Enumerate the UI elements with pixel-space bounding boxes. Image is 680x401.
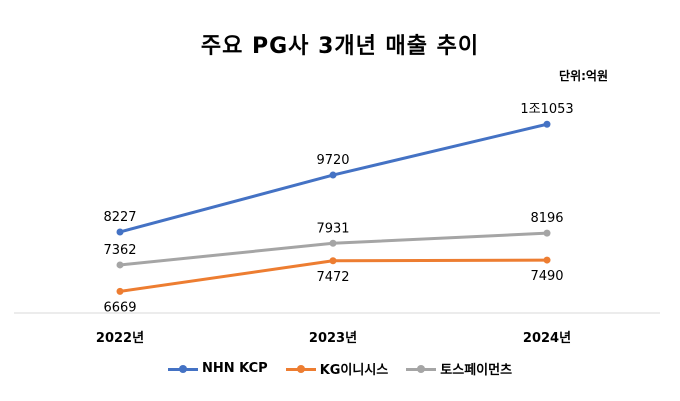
data-point-nhn-kcp	[543, 120, 551, 128]
data-label-nhn-kcp: 9720	[316, 153, 349, 168]
data-label-toss-payments: 7931	[316, 221, 349, 236]
legend-label-toss-payments: 토스페이먼츠	[440, 363, 513, 378]
legend-item-toss-payments: 토스페이먼츠	[406, 359, 512, 378]
legend-swatch-nhn-kcp	[167, 363, 198, 375]
plot-area: 2022년 2023년 2024년 8227 9720 1조1053 6669 7472 749…	[96, 102, 574, 346]
data-label-kg-inicis: 6669	[103, 300, 136, 315]
data-point-kg-inicis	[329, 257, 337, 265]
data-point-kg-inicis	[543, 256, 551, 264]
data-point-toss-payments	[116, 261, 124, 269]
x-tick-label: 2023년	[309, 331, 357, 346]
data-point-toss-payments	[329, 239, 337, 247]
data-label-toss-payments: 8196	[530, 211, 563, 226]
legend-item-kg-inicis: KG이니시스	[285, 359, 389, 378]
legend-swatch-kg-inicis	[285, 363, 316, 375]
data-label-kg-inicis: 7472	[316, 270, 349, 285]
legend-swatch-toss-payments	[406, 363, 437, 375]
legend-label-kg-inicis: KG이니시스	[319, 363, 389, 378]
x-tick-label: 2024년	[523, 331, 571, 346]
data-point-toss-payments	[543, 229, 551, 237]
legend-label-nhn-kcp: NHN KCP	[201, 361, 268, 376]
data-label-nhn-kcp: 1조1053	[520, 102, 573, 117]
legend-item-nhn-kcp: NHN KCP	[167, 359, 268, 378]
unit-label: 단위:억원	[559, 69, 608, 83]
x-tick-label: 2022년	[96, 331, 144, 346]
chart-title: 주요 PG사 3개년 매출 추이	[200, 34, 480, 59]
data-point-nhn-kcp	[329, 171, 337, 179]
legend: NHN KCP KG이니시스 토스페이먼츠	[0, 359, 680, 378]
data-label-nhn-kcp: 8227	[103, 210, 136, 225]
data-label-toss-payments: 7362	[103, 243, 136, 258]
data-point-nhn-kcp	[116, 228, 124, 236]
data-point-kg-inicis	[116, 287, 124, 295]
data-label-kg-inicis: 7490	[530, 269, 563, 284]
